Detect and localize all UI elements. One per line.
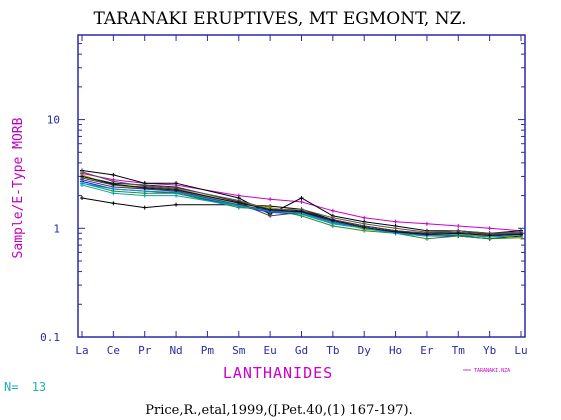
x-tick-label: Sm [232,344,246,357]
x-tick-label: Yb [483,344,496,357]
series-1 [80,171,523,233]
x-tick-label: Pr [138,344,152,357]
axis-ticks [78,34,525,338]
legend-entry: TARANAKI.NZA [474,368,510,374]
y-tick-labels: 10 1 0.1 [40,114,60,344]
x-tick-label: Nd [169,344,182,357]
x-tick-label: Ce [107,344,120,357]
x-tick-label: Pm [201,344,215,357]
x-tick-label: Lu [514,344,527,357]
sample-count-label: N= [4,380,18,394]
sample-count-value: 13 [32,380,46,394]
chart-title: TARANAKI ERUPTIVES, MT EGMONT, NZ. [93,9,466,29]
series-line [81,174,522,239]
x-tick-label: Dy [358,344,372,357]
x-tick-labels: La Ce Pr Nd Pm Sm Eu Gd Tb Dy Ho Er Tm Yb Lu [75,344,527,357]
x-tick-label: Ho [389,344,402,357]
series-line [81,182,522,240]
x-axis-label: LANTHANIDES [223,364,333,382]
sample-count: N= 13 [4,380,46,394]
x-tick-label: Eu [264,344,277,357]
series-line [81,171,522,234]
citation: Price,R.,etal,1999,(J.Pet.40,(1) 167-197… [145,403,413,418]
y-tick-label: 10 [47,114,60,127]
y-axis-label: Sample/E-Type MORB [11,117,26,258]
x-tick-label: Tb [326,344,339,357]
series-lines [80,168,523,241]
legend: TARANAKI.NZA [463,368,510,374]
x-tick-label: Gd [295,344,308,357]
x-tick-label: La [75,344,88,357]
x-tick-label: Tm [452,344,466,357]
x-tick-label: Er [420,344,434,357]
series-line [81,182,522,238]
series-13 [80,174,523,238]
series-line [81,175,522,236]
y-tick-label: 1 [53,222,60,235]
y-tick-label: 0.1 [40,331,60,344]
